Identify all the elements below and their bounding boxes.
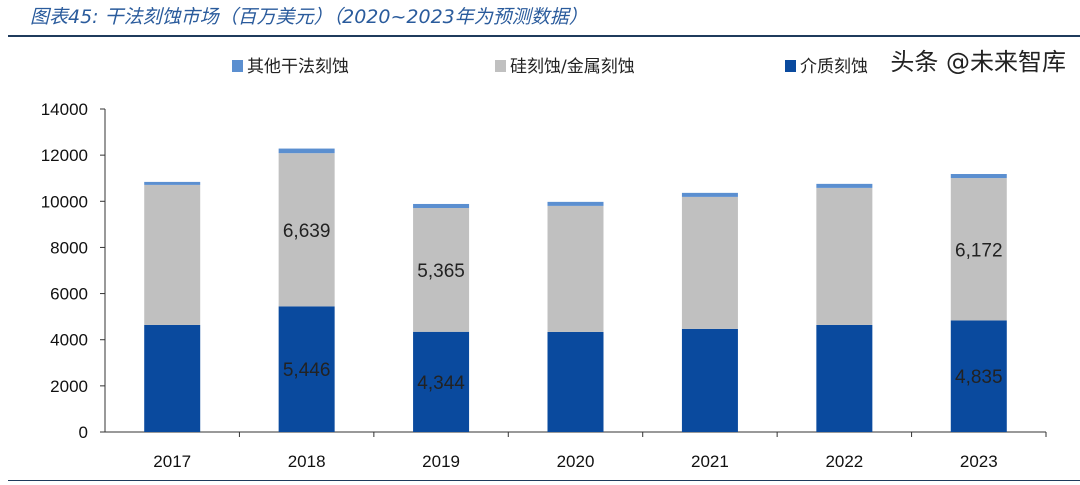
data-label: 6,639 [283,221,331,242]
bar-segment-1 [816,187,873,325]
bar-segment-0 [547,331,604,432]
x-tick-label: 2022 [825,452,863,471]
x-tick-label: 2023 [960,452,998,471]
data-label: 5,446 [283,360,331,381]
y-tick-label: 10000 [41,192,88,211]
bar-segment-1 [950,178,1007,321]
bar-segment-0 [278,306,335,432]
x-tick-label: 2017 [153,452,191,471]
y-tick-label: 8000 [50,238,88,257]
legend-swatch [232,60,243,72]
legend-label: 其他干法刻蚀 [247,57,349,77]
title-divider [8,35,1080,37]
watermark: 头条 @未来智库 [890,48,1066,76]
bar-segment-0 [816,324,873,432]
y-tick-label: 0 [79,423,88,442]
data-label: 4,344 [417,373,465,394]
legend-label: 硅刻蚀/金属刻蚀 [510,57,635,77]
x-tick-label: 2021 [691,452,729,471]
bar-segment-2 [816,183,873,188]
bar-segment-2 [681,192,738,197]
legend-swatch [785,60,796,72]
bar-segment-0 [413,331,470,432]
bar-segment-2 [413,203,470,208]
bar-segment-1 [278,153,335,307]
legend-swatch [495,60,506,72]
y-tick-label: 2000 [50,377,88,396]
data-label: 4,835 [955,367,1003,388]
data-label: 6,172 [955,240,1003,261]
bar-segment-1 [547,205,604,332]
bar-segment-1 [681,196,738,329]
bar-segment-1 [413,207,470,332]
bar-segment-0 [950,320,1007,432]
legend-label: 介质刻蚀 [800,57,868,77]
x-tick-label: 2020 [557,452,595,471]
bar-segment-0 [681,328,738,432]
bar-segment-2 [144,181,201,185]
y-tick-label: 14000 [41,100,88,119]
bar-segment-2 [278,148,335,154]
bar-segment-0 [144,324,201,432]
y-tick-label: 4000 [50,331,88,350]
bar-segment-2 [547,201,604,206]
x-tick-label: 2019 [422,452,460,471]
y-tick-label: 6000 [50,285,88,304]
x-tick-label: 2018 [288,452,326,471]
data-label: 5,365 [417,261,465,282]
bar-segment-2 [950,174,1007,179]
chart-title: 图表45: 干法刻蚀市场（百万美元）（2020~2023年为预测数据） [30,6,588,28]
y-tick-label: 12000 [41,146,88,165]
bottom-divider [8,480,1080,481]
bar-segment-1 [144,184,201,325]
